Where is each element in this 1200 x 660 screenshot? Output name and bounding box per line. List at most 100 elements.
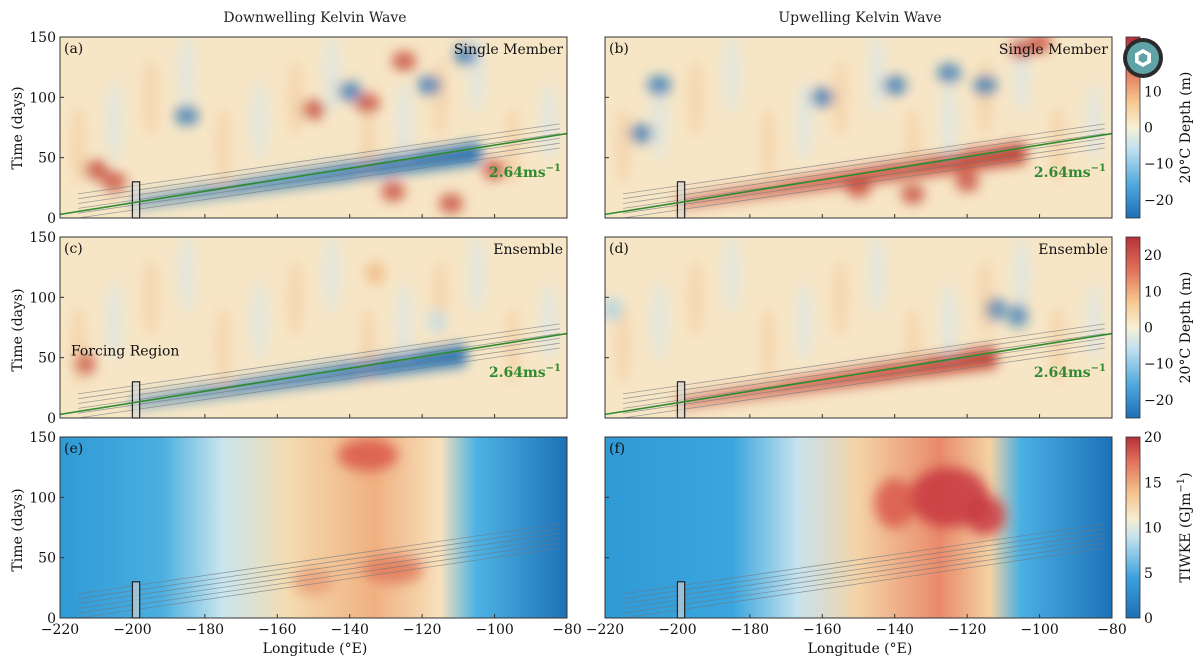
panel-tag: (b)	[609, 41, 629, 57]
tiwke-blobs	[874, 467, 1006, 536]
contour-line	[78, 523, 560, 595]
contour-line	[623, 323, 1105, 395]
speed-label: 2.64ms−1	[489, 163, 561, 181]
x-tick-label: −120	[948, 622, 986, 638]
y-tick-label: 150	[29, 230, 56, 246]
contour-line	[78, 347, 560, 418]
panel-tag: (c)	[64, 241, 83, 257]
contour-line	[78, 328, 560, 400]
contour-line	[78, 528, 560, 600]
help-icon[interactable]	[1123, 38, 1163, 78]
corner-label: Ensemble	[493, 242, 563, 258]
propagation-line	[604, 332, 1113, 416]
panel-e-field	[60, 437, 567, 618]
tiwke-field	[605, 437, 1112, 618]
x-tick-label: −120	[403, 622, 441, 638]
contour-line	[78, 537, 560, 609]
colorbar-label: 20°C Depth (m)	[1178, 272, 1194, 384]
x-tick-label: −140	[875, 622, 913, 638]
colorbar-gradient	[1125, 36, 1141, 219]
colorbar-tick: 0	[1144, 611, 1153, 627]
corner-label: Single Member	[999, 42, 1108, 58]
panel-c-field	[60, 237, 567, 418]
speed-label: 2.64ms−1	[1034, 163, 1106, 181]
contour-line	[623, 347, 1105, 418]
corner-label: Ensemble	[1038, 242, 1108, 258]
y-tick-label: 50	[38, 351, 56, 367]
x-tick-label: −80	[552, 622, 582, 638]
y-tick-label: 0	[47, 611, 56, 627]
contour-line	[623, 342, 1105, 414]
contour-line	[623, 528, 1105, 600]
colorbar-tick: 15	[1144, 475, 1162, 491]
contour-line	[78, 142, 560, 214]
panel-b: (b) Single Member 2.64ms−1	[604, 36, 1113, 219]
colorbar-tick: 10	[1144, 84, 1162, 100]
panel-a: (a) Single Member 2.64ms−1 0 50 100 150	[29, 30, 568, 227]
panel-tag: (a)	[64, 41, 83, 57]
panel-d: (d) Ensemble 2.64ms−1	[604, 236, 1113, 419]
panel-d-field	[605, 237, 1112, 418]
propagation-line	[59, 132, 568, 216]
panel-frame	[604, 236, 1113, 419]
panel-e: (e) 0 50 100 150 −220 −200 −180 −160 −140 −120 −100…	[29, 430, 582, 638]
speed-label: 2.64ms−1	[1034, 363, 1106, 381]
y-tick-label: 0	[47, 411, 56, 427]
contours	[623, 523, 1105, 618]
panel-frame	[59, 36, 568, 219]
forcing-region-label: Forcing Region	[71, 343, 180, 359]
forcing-region-box	[131, 181, 141, 219]
corner-label: Single Member	[454, 42, 563, 58]
contour-line	[623, 128, 1105, 200]
y-tick-label: 100	[29, 490, 56, 506]
contour-line	[623, 542, 1105, 614]
panel-b-field	[605, 37, 1112, 218]
anomaly-blobs	[615, 37, 1102, 209]
contour-line	[78, 147, 560, 218]
y-axis-label-row2: Time (days)	[10, 288, 26, 371]
colorbar-tick: 0	[1144, 121, 1153, 137]
contour-line	[623, 547, 1105, 618]
y-axis-label-row3: Time (days)	[10, 488, 26, 571]
contour-line	[78, 323, 560, 395]
forcing-region-box	[131, 381, 141, 419]
colorbar-gradient	[1125, 236, 1141, 419]
contour-line	[78, 133, 560, 204]
colorbar-tick: 10	[1144, 284, 1162, 300]
contour-line	[78, 333, 560, 404]
tiwke-blobs	[293, 439, 424, 596]
panel-tag: (f)	[609, 441, 625, 457]
speed-label: 2.64ms−1	[489, 363, 561, 381]
contour-line	[78, 547, 560, 618]
y-tick-label: 50	[38, 151, 56, 167]
contour-line	[623, 333, 1105, 404]
y-tick-label: 0	[47, 211, 56, 227]
panel-f: (f) −220 −200 −180 −160 −140 −120 −100 −80	[586, 436, 1127, 638]
colorbar-tick: 20	[1144, 248, 1162, 264]
anomaly-blobs	[605, 237, 1102, 409]
contours	[623, 323, 1105, 418]
x-tick-label: −160	[258, 622, 296, 638]
contour-line	[623, 537, 1105, 609]
colorbar-tick: 0	[1144, 321, 1153, 337]
anomaly-blobs	[70, 37, 557, 214]
panel-tag: (e)	[64, 441, 83, 457]
x-tick-label: −160	[803, 622, 841, 638]
contour-line	[78, 542, 560, 614]
colorbar-label: TIWKE (GJm−1)	[1176, 472, 1194, 582]
x-tick-label: −100	[1020, 622, 1058, 638]
x-tick-label: −220	[586, 622, 624, 638]
colorbar-tick: 5	[1144, 566, 1153, 582]
colorbar-label: 20°C Depth (m)	[1178, 72, 1194, 184]
panel-tag: (d)	[609, 241, 629, 257]
colorbar-tiwke: 20 15 10 5 0 TIWKE (GJm−1)	[1125, 430, 1194, 627]
x-tick-label: −200	[113, 622, 151, 638]
y-axis-label-row1: Time (days)	[10, 86, 26, 169]
column-title-left: Downwelling Kelvin Wave	[223, 10, 406, 26]
forcing-region-box	[131, 581, 141, 619]
contour-line	[623, 523, 1105, 595]
